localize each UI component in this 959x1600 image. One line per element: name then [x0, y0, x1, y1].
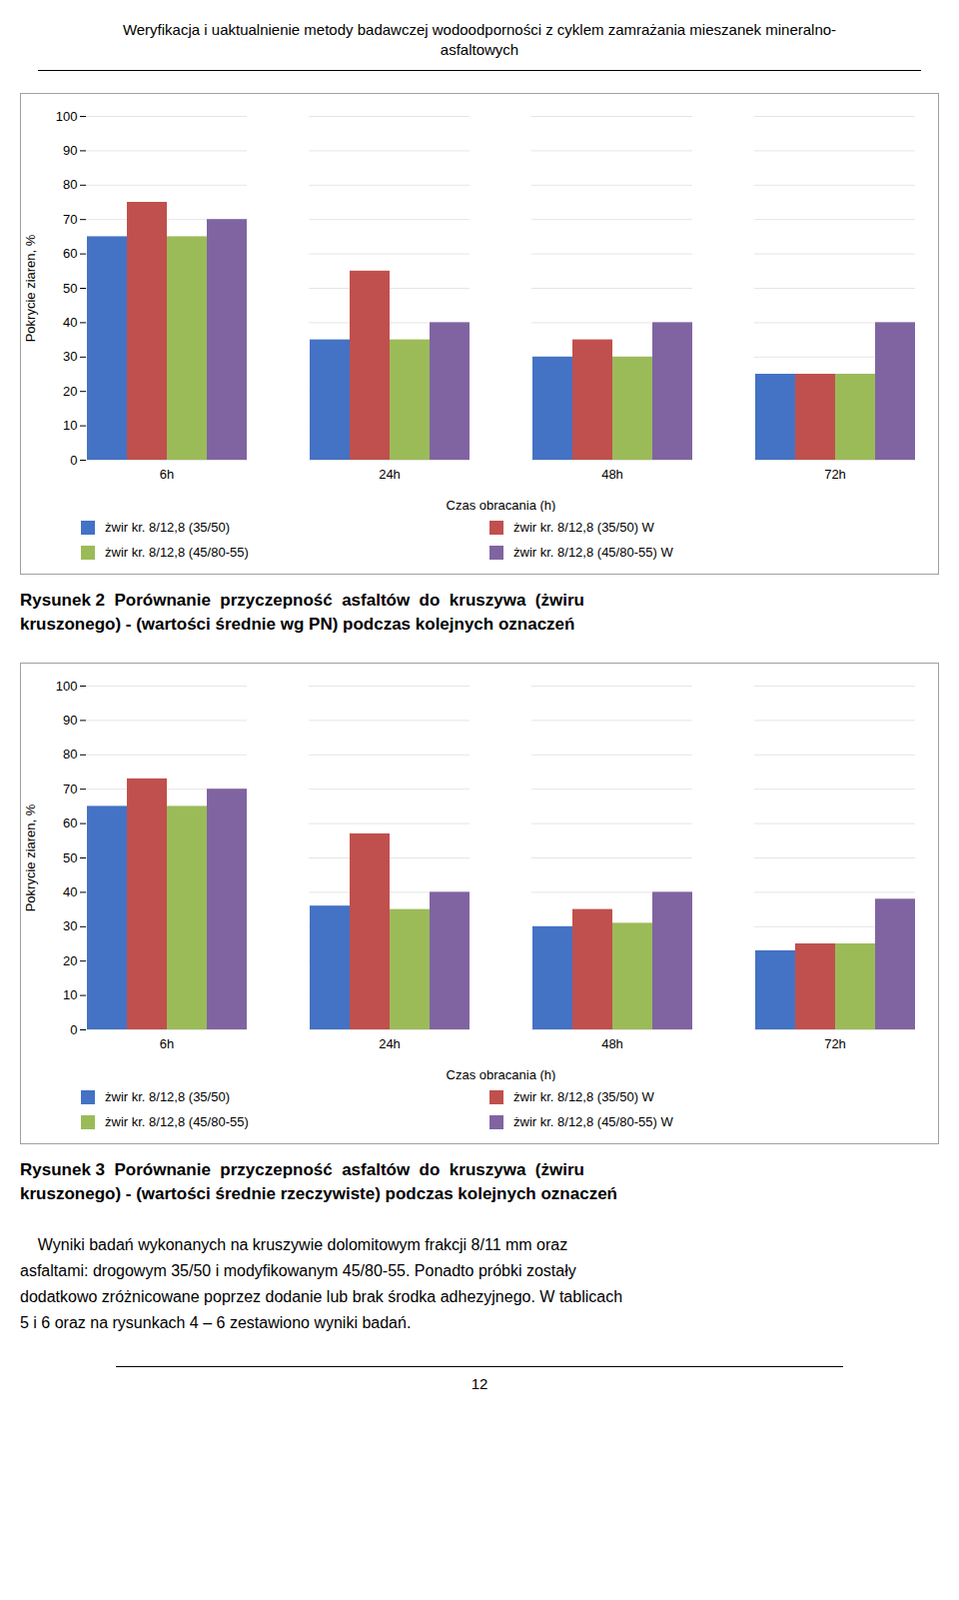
svg-text:Pokrycie ziaren, %: Pokrycie ziaren, % — [22, 803, 38, 912]
html-text:żwir kr. 8/12,8 (35/50) W: żwir kr. 8/12,8 (35/50) W — [513, 519, 655, 535]
svg-text:48h: 48h — [601, 466, 624, 482]
html-text:5 i 6 oraz na rysunkach 4 – 6: 5 i 6 oraz na rysunkach 4 – 6 zestawiono… — [19, 1313, 411, 1331]
html-text:Rysunek 3 Porównanie przyczepn: Rysunek 3 Porównanie przyczepność asfalt… — [19, 1159, 585, 1179]
svg-text:6h: 6h — [159, 466, 174, 482]
svg-text:50: 50 — [62, 850, 77, 866]
html-text:żwir kr. 8/12,8 (45/80-55): żwir kr. 8/12,8 (45/80-55) — [104, 544, 249, 560]
svg-text:40: 40 — [62, 314, 77, 330]
svg-text:48h: 48h — [601, 1035, 624, 1051]
svg-text:100: 100 — [55, 678, 78, 694]
html-text:żwir kr. 8/12,8 (35/50) W: żwir kr. 8/12,8 (35/50) W — [513, 1088, 655, 1104]
svg-text:30: 30 — [62, 348, 77, 364]
svg-text:70: 70 — [62, 781, 77, 797]
svg-text:24h: 24h — [378, 1035, 401, 1051]
svg-text:40: 40 — [62, 884, 77, 900]
svg-text:90: 90 — [62, 712, 77, 728]
html-text:dodatkowo zróżnicowane poprzez: dodatkowo zróżnicowane poprzez dodanie l… — [19, 1287, 623, 1305]
svg-text:60: 60 — [62, 245, 77, 261]
svg-text:6h: 6h — [159, 1035, 174, 1051]
svg-text:20: 20 — [62, 383, 77, 399]
html-text:Wyniki badań wykonanych na kru: Wyniki badań wykonanych na kruszywie dol… — [19, 1235, 568, 1253]
html-text:żwir kr. 8/12,8 (45/80-55) W: żwir kr. 8/12,8 (45/80-55) W — [513, 544, 673, 560]
svg-text:10: 10 — [62, 986, 77, 1002]
svg-text:20: 20 — [62, 953, 77, 968]
svg-text:0: 0 — [69, 452, 77, 468]
svg-text:0: 0 — [69, 1021, 77, 1037]
svg-text:72h: 72h — [824, 1035, 847, 1051]
svg-text:72h: 72h — [824, 466, 847, 482]
svg-text:80: 80 — [62, 176, 77, 192]
svg-text:100: 100 — [55, 108, 78, 124]
html-text:Weryfikacja i uaktualnienie me: Weryfikacja i uaktualnienie metody badaw… — [122, 20, 837, 38]
html-text:żwir kr. 8/12,8 (45/80-55) W: żwir kr. 8/12,8 (45/80-55) W — [513, 1113, 673, 1129]
svg-text:Czas obracania (h): Czas obracania (h) — [446, 1066, 557, 1082]
svg-text:80: 80 — [62, 746, 77, 762]
svg-text:24h: 24h — [378, 466, 401, 482]
html-text:asfaltami: drogowym 35/50 i mo: asfaltami: drogowym 35/50 i modyfikowany… — [19, 1261, 577, 1279]
svg-text:Pokrycie ziaren, %: Pokrycie ziaren, % — [22, 233, 38, 342]
html-text:12: 12 — [471, 1374, 488, 1392]
html-text:żwir kr. 8/12,8 (35/50): żwir kr. 8/12,8 (35/50) — [104, 1088, 230, 1104]
svg-text:30: 30 — [62, 918, 77, 934]
svg-text:60: 60 — [62, 815, 77, 831]
svg-text:Czas obracania (h): Czas obracania (h) — [446, 497, 557, 513]
svg-text:90: 90 — [62, 142, 77, 158]
svg-text:10: 10 — [62, 417, 77, 433]
html-text:Rysunek 2 Porównanie przyczepn: Rysunek 2 Porównanie przyczepność asfalt… — [19, 590, 585, 610]
html-text:kruszonego) - (wartości średni: kruszonego) - (wartości średnie rzeczywi… — [19, 1183, 618, 1203]
html-text:asfaltowych: asfaltowych — [440, 40, 519, 58]
svg-text:70: 70 — [62, 211, 77, 227]
html-text:żwir kr. 8/12,8 (35/50): żwir kr. 8/12,8 (35/50) — [104, 519, 230, 535]
svg-text:50: 50 — [62, 280, 77, 296]
html-text:kruszonego) - (wartości średni: kruszonego) - (wartości średnie wg PN) p… — [19, 614, 575, 634]
html-text:żwir kr. 8/12,8 (45/80-55): żwir kr. 8/12,8 (45/80-55) — [104, 1113, 249, 1129]
